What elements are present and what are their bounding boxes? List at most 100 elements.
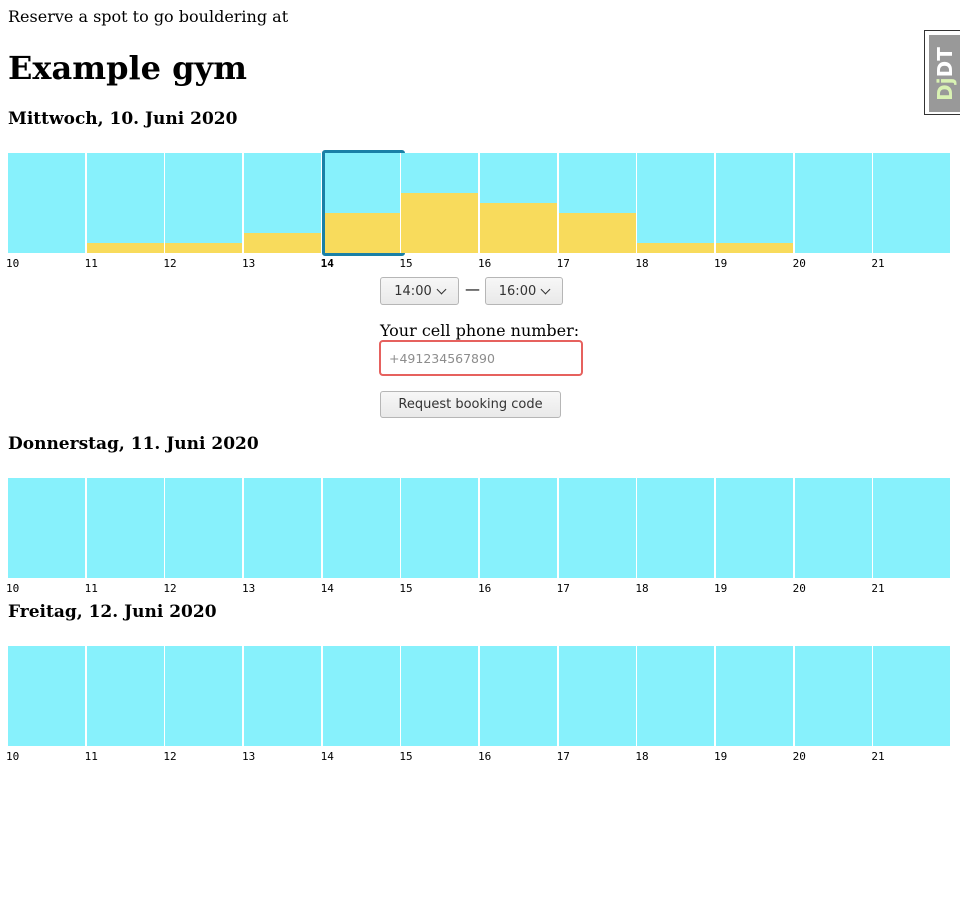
time-slot-15[interactable]: [401, 153, 479, 253]
time-slot-13[interactable]: [244, 478, 322, 578]
hour-label: 12: [163, 257, 177, 270]
hour-label: 17: [556, 750, 570, 763]
gym-name: Example gym: [8, 49, 247, 87]
hour-label: 14: [320, 582, 334, 595]
time-slot-16[interactable]: [480, 478, 558, 578]
time-slot-19[interactable]: [716, 153, 794, 253]
debug-toolbar-prefix: Dj: [932, 76, 957, 101]
hour-axis: 10 11 12 13 14 15 16 17 18 19 20 21: [6, 257, 952, 271]
time-slot-15[interactable]: [401, 646, 479, 746]
hour-label: 21: [871, 582, 885, 595]
hour-label: 11: [84, 750, 98, 763]
time-slot-20[interactable]: [794, 646, 872, 746]
occupancy-bar: [637, 243, 715, 253]
start-time-select[interactable]: 14:00: [380, 277, 459, 305]
hour-axis: 10 11 12 13 14 15 16 17 18 19 20 21: [6, 582, 952, 596]
hour-label: 15: [399, 750, 413, 763]
time-slot-12[interactable]: [165, 646, 243, 746]
hour-label: 19: [714, 750, 728, 763]
hour-label: 18: [635, 750, 649, 763]
phone-input[interactable]: [379, 340, 583, 376]
time-slot-21[interactable]: [873, 478, 951, 578]
hour-label: 10: [6, 257, 20, 270]
time-slot-17[interactable]: [558, 646, 636, 746]
time-slot-16[interactable]: [480, 153, 558, 253]
start-time-value: 14:00: [394, 283, 432, 299]
hour-label: 16: [478, 750, 492, 763]
time-slot-21[interactable]: [873, 646, 951, 746]
day-chart: [8, 478, 952, 578]
hour-label: 13: [242, 582, 256, 595]
hour-label: 17: [556, 257, 570, 270]
time-slot-14[interactable]: [322, 646, 400, 746]
time-slot-20[interactable]: [794, 478, 872, 578]
hour-label: 13: [242, 257, 256, 270]
day-title: Donnerstag, 11. Juni 2020: [8, 434, 259, 454]
time-slot-18[interactable]: [637, 478, 715, 578]
hour-label: 18: [635, 257, 649, 270]
hour-label: 13: [242, 750, 256, 763]
occupancy-bar: [401, 193, 479, 253]
day-title: Mittwoch, 10. Juni 2020: [8, 109, 238, 129]
end-time-select[interactable]: 16:00: [485, 277, 563, 305]
hour-label: 14: [320, 750, 334, 763]
hour-label: 20: [792, 257, 806, 270]
time-slot-10[interactable]: [8, 646, 86, 746]
hour-label: 14: [320, 257, 334, 270]
time-slot-12[interactable]: [165, 478, 243, 578]
hour-label: 21: [871, 257, 885, 270]
time-slot-15[interactable]: [401, 478, 479, 578]
occupancy-bar: [86, 243, 164, 253]
hour-label: 19: [714, 257, 728, 270]
hour-label: 10: [6, 750, 20, 763]
chevron-down-icon: [436, 284, 447, 294]
occupancy-bar: [165, 243, 243, 253]
day-chart: [8, 150, 952, 256]
day-chart: [8, 646, 952, 746]
hour-label: 12: [163, 582, 177, 595]
time-slot-17[interactable]: [558, 478, 636, 578]
time-slot-12[interactable]: [165, 153, 243, 253]
hour-label: 18: [635, 582, 649, 595]
time-slot-10[interactable]: [8, 153, 86, 253]
request-booking-code-button[interactable]: Request booking code: [380, 391, 561, 418]
hour-label: 16: [478, 257, 492, 270]
intro-text: Reserve a spot to go bouldering at: [8, 7, 289, 26]
time-slot-10[interactable]: [8, 478, 86, 578]
time-slot-11[interactable]: [86, 153, 164, 253]
hour-label: 21: [871, 750, 885, 763]
hour-label: 19: [714, 582, 728, 595]
occupancy-bar: [716, 243, 794, 253]
time-slot-14[interactable]: [322, 478, 400, 578]
hour-label: 11: [84, 582, 98, 595]
debug-toolbar-handle[interactable]: DjDT: [924, 30, 960, 115]
time-separator: —: [465, 280, 480, 298]
debug-toolbar-suffix: DT: [932, 46, 957, 77]
phone-label: Your cell phone number:: [380, 321, 580, 340]
hour-label: 15: [399, 582, 413, 595]
hour-label: 12: [163, 750, 177, 763]
hour-label: 16: [478, 582, 492, 595]
time-slot-14[interactable]: [322, 153, 400, 253]
time-slot-13[interactable]: [244, 153, 322, 253]
time-slot-21[interactable]: [873, 153, 951, 253]
hour-label: 20: [792, 582, 806, 595]
time-slot-20[interactable]: [794, 153, 872, 253]
time-slot-18[interactable]: [637, 646, 715, 746]
time-slot-11[interactable]: [86, 646, 164, 746]
time-slot-19[interactable]: [716, 478, 794, 578]
hour-axis: 10 11 12 13 14 15 16 17 18 19 20 21: [6, 750, 952, 764]
hour-label: 20: [792, 750, 806, 763]
occupancy-bar: [244, 233, 322, 253]
hour-label: 15: [399, 257, 413, 270]
time-slot-18[interactable]: [637, 153, 715, 253]
time-slot-13[interactable]: [244, 646, 322, 746]
time-slot-16[interactable]: [480, 646, 558, 746]
time-slot-11[interactable]: [86, 478, 164, 578]
hour-label: 10: [6, 582, 20, 595]
time-slot-19[interactable]: [716, 646, 794, 746]
hour-label: 17: [556, 582, 570, 595]
time-slot-17[interactable]: [558, 153, 636, 253]
occupancy-bar: [480, 203, 558, 253]
occupancy-bar: [558, 213, 636, 253]
